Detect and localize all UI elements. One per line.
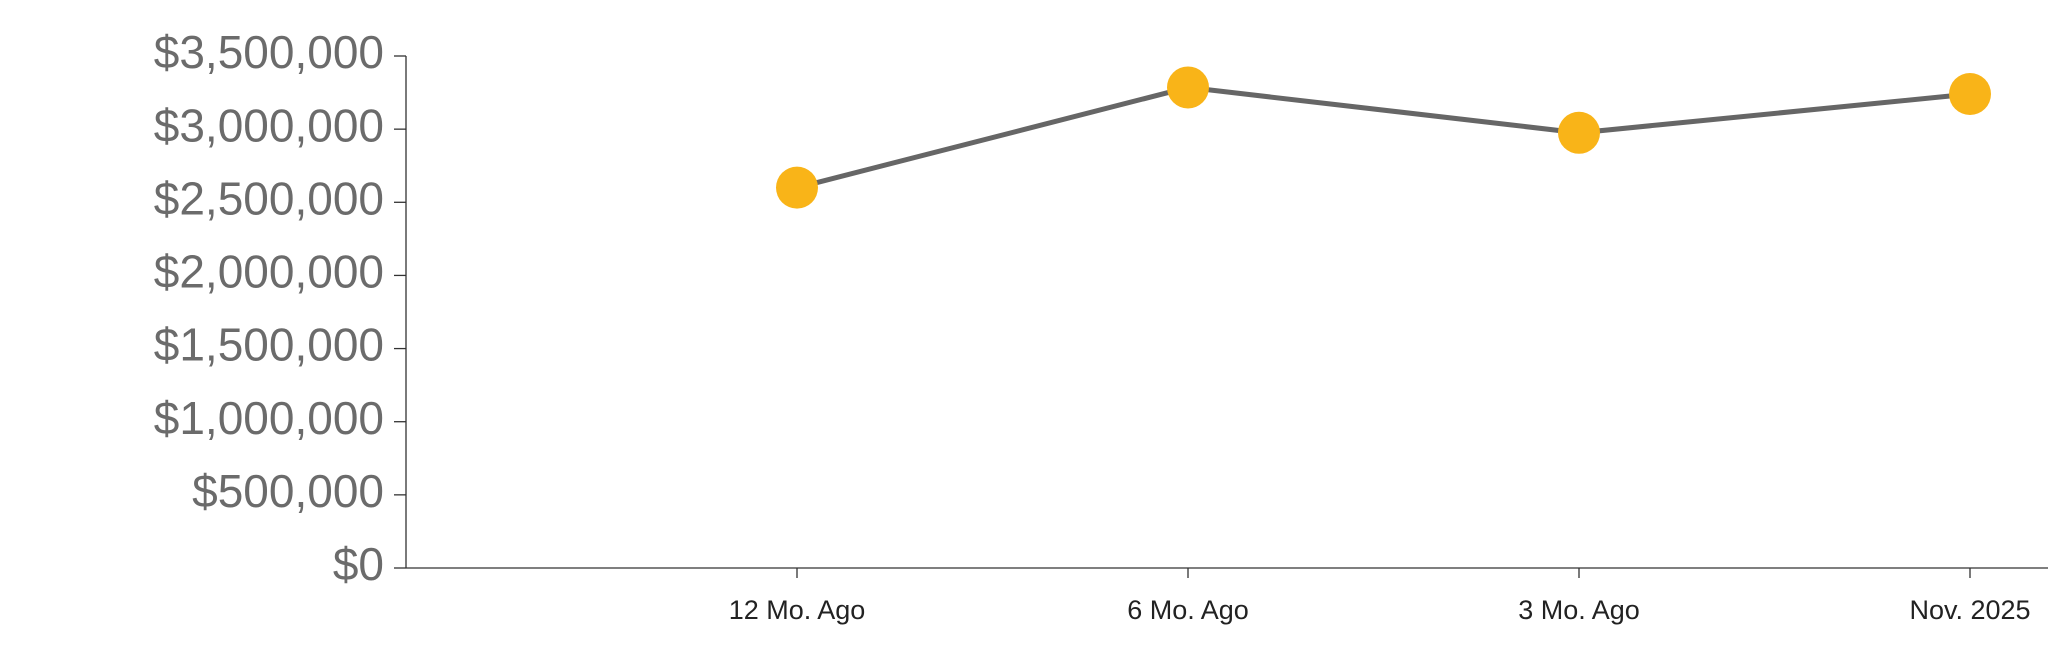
y-tick-label: $3,000,000 bbox=[154, 99, 384, 151]
x-tick-label: 3 Mo. Ago bbox=[1518, 595, 1640, 625]
y-tick-label: $1,000,000 bbox=[154, 392, 384, 444]
y-tick-label: $500,000 bbox=[192, 465, 384, 517]
x-tick-label: Nov. 2025 bbox=[1909, 595, 2030, 625]
data-point bbox=[1949, 73, 1991, 116]
data-point bbox=[776, 166, 818, 209]
y-tick-label: $1,500,000 bbox=[154, 319, 384, 371]
data-point bbox=[1167, 66, 1209, 109]
y-tick-label: $0 bbox=[333, 538, 384, 590]
data-point bbox=[1558, 111, 1600, 154]
x-tick-label: 6 Mo. Ago bbox=[1127, 595, 1249, 625]
y-tick-label: $3,500,000 bbox=[154, 26, 384, 78]
x-tick-label: 12 Mo. Ago bbox=[729, 595, 866, 625]
data-line bbox=[796, 84, 1971, 191]
y-tick-label: $2,000,000 bbox=[154, 246, 384, 298]
y-tick-label: $2,500,000 bbox=[154, 172, 384, 224]
